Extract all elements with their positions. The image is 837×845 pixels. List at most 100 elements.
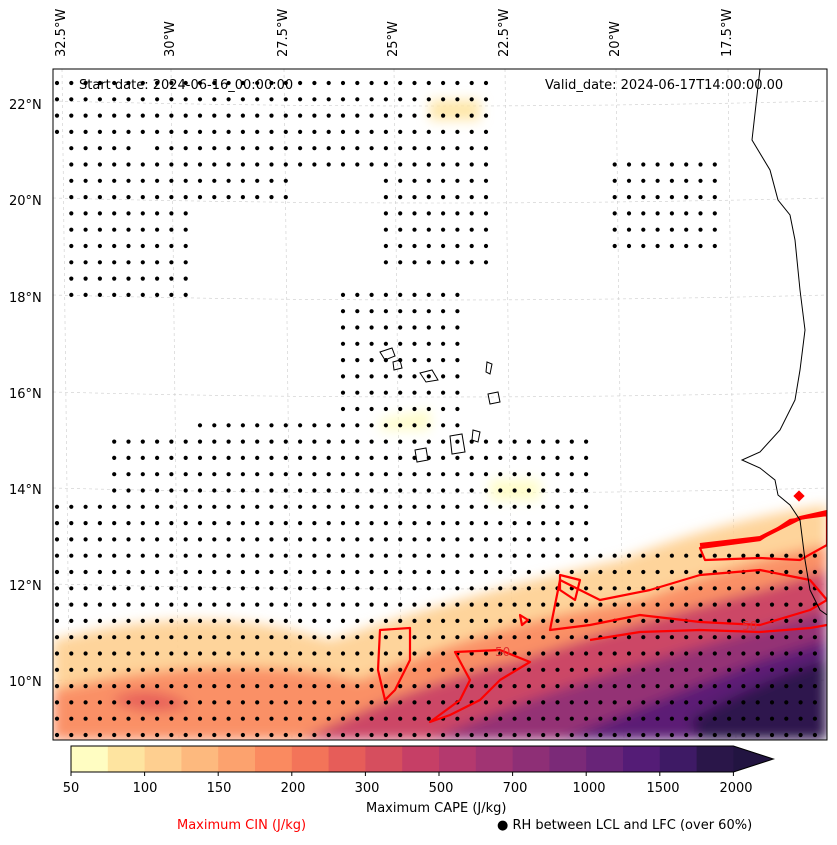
rh-dot xyxy=(140,292,145,297)
rh-dot xyxy=(712,227,717,232)
rh-dot xyxy=(97,618,102,624)
rh-dot xyxy=(426,178,431,183)
rh-dot xyxy=(183,586,188,591)
rh-dot xyxy=(455,569,460,575)
rh-dot xyxy=(741,716,746,721)
rh-dot xyxy=(298,455,303,460)
rh-dot xyxy=(727,651,732,656)
lon-label-17-5w: 17.5°W xyxy=(720,8,735,57)
rh-dot xyxy=(155,651,160,656)
rh-dot xyxy=(541,553,546,558)
rh-dot xyxy=(212,732,217,738)
rh-dot xyxy=(183,178,188,183)
rh-dot xyxy=(126,162,131,167)
rh-dot xyxy=(197,162,203,167)
rh-dot xyxy=(684,602,689,607)
rh-dot xyxy=(455,374,460,379)
rh-dot xyxy=(784,618,789,624)
rh-dot xyxy=(97,195,102,200)
rh-dot xyxy=(569,537,574,542)
rh-dot xyxy=(398,97,403,102)
rh-dot xyxy=(412,651,417,656)
rh-dot xyxy=(298,504,303,509)
rh-dot xyxy=(269,602,274,607)
rh-dot xyxy=(155,260,160,265)
rh-dot xyxy=(684,211,689,216)
rh-dot xyxy=(69,129,74,134)
rh-dot xyxy=(569,455,574,460)
rh-dot xyxy=(197,684,203,689)
rh-dot xyxy=(369,537,374,542)
rh-dot xyxy=(541,521,546,526)
rh-dot xyxy=(97,260,102,265)
rh-dot xyxy=(512,586,517,591)
rh-dot xyxy=(812,635,818,640)
rh-dot xyxy=(212,700,217,705)
rh-dot xyxy=(784,732,789,738)
rh-dot xyxy=(369,113,374,118)
rh-dot xyxy=(398,146,403,151)
parallel-line xyxy=(53,197,827,204)
rh-dot xyxy=(598,651,603,656)
rh-dot xyxy=(455,195,460,200)
rh-dot xyxy=(555,504,560,509)
rh-dot xyxy=(698,178,703,183)
rh-dot xyxy=(112,113,117,118)
rh-dot xyxy=(155,732,160,738)
colorbar-segment xyxy=(291,746,330,772)
rh-dot xyxy=(240,504,245,509)
rh-dot xyxy=(755,700,760,705)
rh-dot xyxy=(369,488,374,493)
rh-dot xyxy=(526,553,532,558)
rh-dot xyxy=(469,602,474,607)
rh-dot xyxy=(455,684,460,689)
cin-contour-line xyxy=(428,648,532,724)
rh-dot xyxy=(727,700,732,705)
rh-dot xyxy=(54,651,60,656)
rh-dot xyxy=(712,651,717,656)
rh-dot xyxy=(483,651,489,656)
rh-dot xyxy=(169,553,174,558)
rh-dot xyxy=(641,227,646,232)
rh-dot xyxy=(398,260,403,265)
rh-dot xyxy=(569,618,574,624)
rh-dot xyxy=(441,521,446,526)
rh-dot xyxy=(383,195,388,200)
rh-dot xyxy=(340,146,346,151)
rh-dot xyxy=(555,439,560,444)
rh-dot xyxy=(569,439,574,444)
rh-dot xyxy=(197,732,203,738)
cb-tick-150: 150 xyxy=(206,781,232,796)
rh-dot xyxy=(126,80,131,86)
rh-dot xyxy=(641,651,646,656)
rh-dot xyxy=(469,586,474,591)
rh-dot xyxy=(169,602,174,607)
rh-dot xyxy=(655,700,660,705)
rh-dot xyxy=(526,667,532,672)
rh-dot xyxy=(83,553,88,558)
rh-dot xyxy=(441,618,446,624)
rh-dot xyxy=(441,602,446,607)
rh-dot xyxy=(69,97,74,102)
rh-dot xyxy=(426,309,431,314)
rh-dot xyxy=(355,667,360,672)
rh-dot xyxy=(155,602,160,607)
rh-dot xyxy=(326,651,331,656)
rh-dot xyxy=(412,162,417,167)
rh-dot xyxy=(412,537,417,542)
rh-dot xyxy=(340,618,346,624)
rh-dot xyxy=(369,292,374,297)
rh-dot xyxy=(183,195,188,200)
rh-dot xyxy=(512,602,517,607)
rh-dot xyxy=(155,635,160,640)
rh-dot xyxy=(183,80,188,86)
rh-dot xyxy=(126,292,131,297)
rh-dot xyxy=(169,243,174,249)
rh-dot xyxy=(355,292,360,297)
rh-dot xyxy=(183,602,188,607)
rh-dot xyxy=(69,569,74,575)
rh-dot xyxy=(612,227,617,232)
rh-dot xyxy=(112,227,117,232)
rh-dot xyxy=(584,586,589,591)
rh-dot xyxy=(183,732,188,738)
